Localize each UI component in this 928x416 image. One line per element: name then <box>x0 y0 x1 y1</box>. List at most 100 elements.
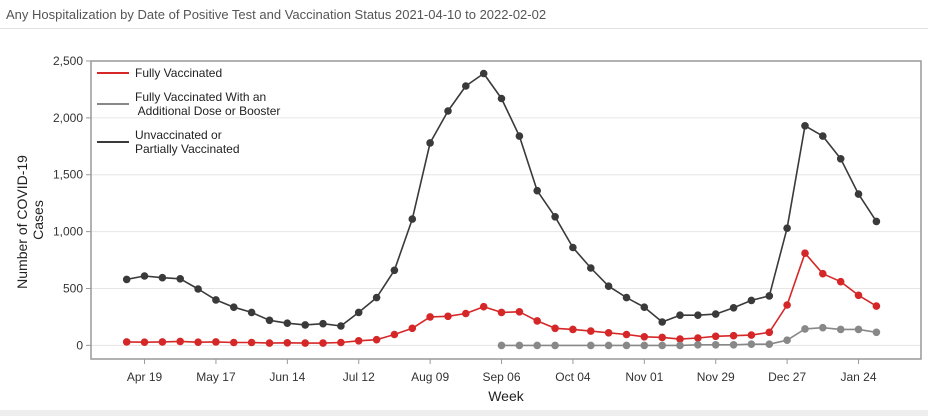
data-point <box>765 292 774 300</box>
data-point <box>783 301 791 309</box>
x-tick-label: Aug 09 <box>411 370 449 384</box>
data-point <box>230 338 238 347</box>
data-point <box>729 331 738 340</box>
x-tick-label: Nov 01 <box>625 370 663 384</box>
data-point <box>622 293 631 302</box>
x-tick-label: Sep 06 <box>483 370 521 384</box>
data-point <box>551 324 559 333</box>
data-point <box>801 325 809 333</box>
x-tick-label: Jun 14 <box>269 370 305 384</box>
data-point <box>337 338 345 347</box>
data-point <box>658 341 666 350</box>
data-point <box>729 341 738 349</box>
legend-item[interactable]: Fully Vaccinated <box>97 66 222 80</box>
legend-label-line: Fully Vaccinated With an <box>135 90 266 104</box>
data-point <box>515 308 524 316</box>
data-point <box>212 338 220 346</box>
data-point <box>551 341 559 350</box>
y-tick-label: 500 <box>63 281 83 295</box>
data-point <box>836 155 845 163</box>
data-point <box>533 341 541 350</box>
data-point <box>587 327 595 335</box>
data-point <box>872 328 881 337</box>
data-point <box>301 339 310 347</box>
data-point <box>176 275 184 283</box>
data-point <box>801 122 809 130</box>
data-point <box>515 341 524 350</box>
series-2 <box>122 69 881 330</box>
data-point <box>426 139 434 147</box>
x-tick-label: Jan 24 <box>841 370 877 384</box>
data-point <box>533 317 541 325</box>
series-0 <box>122 249 881 347</box>
data-point <box>747 340 756 349</box>
data-point <box>676 341 684 350</box>
data-point <box>462 309 470 318</box>
data-point <box>122 338 131 346</box>
data-point <box>729 304 738 312</box>
data-point <box>587 264 595 272</box>
legend-label: Fully Vaccinated <box>135 66 222 80</box>
x-axis-title: Week <box>488 388 525 404</box>
legend-label-line: Additional Dose or Booster <box>135 104 280 118</box>
x-tick-label: Jul 12 <box>343 370 375 384</box>
legend-label: Fully Vaccinated With an Additional Dose… <box>135 90 280 118</box>
data-point <box>640 333 649 341</box>
y-tick-label: 2,000 <box>53 111 83 125</box>
data-point <box>658 333 666 342</box>
data-point <box>854 325 863 334</box>
x-tick-label: Dec 27 <box>768 370 806 384</box>
data-point <box>158 338 167 346</box>
data-point <box>283 339 292 347</box>
data-point <box>479 69 488 78</box>
data-point <box>711 332 720 341</box>
data-point <box>622 330 631 339</box>
y-axis-title-line: Number of COVID-19 <box>14 155 30 289</box>
data-point <box>212 296 220 304</box>
y-tick-label: 0 <box>76 338 83 352</box>
data-point <box>390 266 399 275</box>
data-point <box>319 339 327 347</box>
x-tick-label: Oct 04 <box>555 370 591 384</box>
data-point <box>801 249 809 257</box>
data-point <box>694 334 702 342</box>
data-point <box>283 319 292 328</box>
data-point <box>497 94 506 103</box>
y-tick-label: 1,000 <box>53 225 83 239</box>
data-point <box>569 325 577 334</box>
footer-bar <box>0 410 928 416</box>
data-point <box>836 325 845 334</box>
x-tick-label: Nov 29 <box>697 370 735 384</box>
data-point <box>354 337 363 345</box>
data-point <box>872 217 881 226</box>
data-point <box>783 224 791 232</box>
data-point <box>372 293 381 302</box>
data-point <box>140 338 149 347</box>
legend-item[interactable]: Fully Vaccinated With an Additional Dose… <box>97 90 280 118</box>
legend-item[interactable]: Unvaccinated or Partially Vaccinated <box>97 128 240 156</box>
legend-label-line: Partially Vaccinated <box>135 142 240 156</box>
data-point <box>408 215 417 223</box>
data-point <box>408 324 417 333</box>
data-point <box>819 269 827 278</box>
data-point <box>676 311 684 320</box>
data-point <box>694 311 702 320</box>
data-point <box>319 319 327 328</box>
y-axis-title-line: Cases <box>30 200 46 240</box>
data-point <box>694 341 702 349</box>
data-point <box>872 302 881 310</box>
data-point <box>247 338 256 347</box>
data-point <box>194 285 202 293</box>
data-point <box>497 308 506 317</box>
data-point <box>444 312 452 321</box>
legend-label: Unvaccinated or Partially Vaccinated <box>135 128 240 156</box>
data-point <box>265 316 274 325</box>
data-point <box>836 277 845 286</box>
data-point <box>604 341 613 350</box>
data-point <box>426 313 434 321</box>
data-point <box>444 107 452 115</box>
data-point <box>265 339 274 347</box>
data-point <box>551 213 559 221</box>
legend[interactable]: Fully Vaccinated Fully Vaccinated With an… <box>97 66 280 156</box>
